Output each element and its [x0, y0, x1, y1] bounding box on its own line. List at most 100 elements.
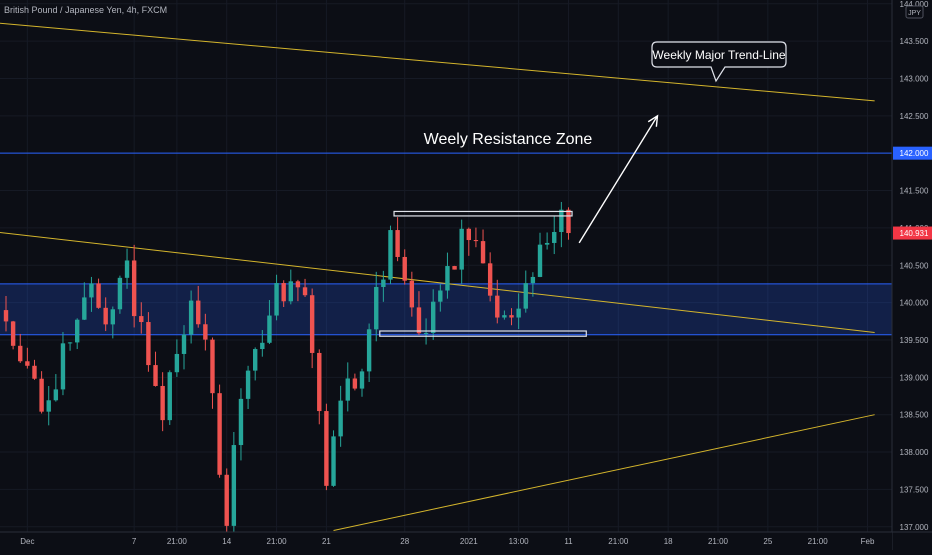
- price-tick-label: 142.500: [900, 112, 929, 121]
- candle-body: [224, 474, 229, 526]
- candle-body: [395, 230, 400, 257]
- time-tick-label: 11: [564, 537, 573, 546]
- candle-body: [60, 343, 66, 390]
- price-axis-background: [892, 0, 932, 550]
- price-tick-label: 137.500: [900, 485, 929, 494]
- time-tick-label: 21:00: [708, 537, 729, 546]
- candle-body: [516, 308, 521, 318]
- candle-body: [466, 228, 471, 241]
- symbol-title: British Pound / Japanese Yen, 4h, FXCM: [4, 5, 167, 15]
- candle-body: [18, 345, 23, 362]
- candle-body: [473, 240, 479, 242]
- candle-body: [139, 316, 144, 323]
- level-price-tag-text: 142.000: [900, 149, 929, 158]
- candle-body: [352, 378, 358, 389]
- candle-body: [25, 361, 30, 366]
- candle-body: [502, 315, 507, 318]
- arrow-shaft: [578, 115, 659, 244]
- candle-body: [295, 281, 301, 288]
- candle-body: [423, 332, 429, 334]
- arrow-head: [647, 114, 659, 127]
- candle-body: [338, 400, 343, 437]
- candle-body: [82, 297, 87, 320]
- candle-body: [559, 209, 564, 233]
- price-tick-label: 141.500: [900, 187, 929, 196]
- time-tick-label: 18: [664, 537, 673, 546]
- candle-body: [217, 393, 222, 475]
- price-tick-label: 140.500: [900, 261, 929, 270]
- candle-body: [452, 266, 457, 270]
- candle-body: [245, 370, 251, 399]
- candle-body: [431, 301, 436, 333]
- candle-body: [181, 334, 187, 354]
- candle-body: [552, 232, 557, 243]
- time-axis-background: [0, 532, 892, 550]
- candle-body: [46, 400, 51, 412]
- projection-arrow[interactable]: [578, 114, 659, 244]
- level-price-tag: 142.000: [893, 146, 932, 160]
- candle-body: [374, 286, 379, 330]
- trend-line: [333, 414, 875, 531]
- level-price-tag-bg: [893, 146, 932, 160]
- currency-badge: JPY: [905, 5, 924, 19]
- candle-body: [53, 389, 59, 401]
- time-tick-label: Dec: [20, 537, 34, 546]
- candle-body: [381, 279, 386, 287]
- trend-line: [0, 232, 875, 333]
- candle-body: [359, 371, 365, 389]
- time-tick-label: Feb: [861, 537, 875, 546]
- candle-body: [366, 329, 372, 372]
- candle-body: [445, 266, 450, 291]
- candle-body: [487, 263, 493, 296]
- current-price-tag-bg: [893, 226, 932, 240]
- candle-body: [324, 411, 329, 486]
- candle-body: [10, 321, 16, 346]
- time-axis[interactable]: Dec 7 21:00 14 21:00 21 28 2021 13:00 11 21:00 18 21…: [0, 531, 932, 550]
- drawing-lines[interactable]: [0, 22, 892, 531]
- price-tick-label: 139.000: [900, 373, 929, 382]
- candle-body: [523, 283, 528, 309]
- current-price-tag-text: 140.931: [900, 229, 929, 238]
- time-tick-label: 2021: [460, 537, 478, 546]
- price-tick-label: 144.000: [900, 0, 929, 9]
- currency-label: JPY: [908, 10, 921, 17]
- price-tick-label: 143.000: [900, 74, 929, 83]
- candle-body: [124, 260, 130, 278]
- price-tick-label: 137.000: [900, 523, 929, 532]
- candle-body: [544, 242, 550, 245]
- candle-body: [117, 277, 123, 310]
- candle-body: [253, 349, 258, 371]
- callout-bubble: [651, 41, 787, 83]
- candle-body: [131, 260, 137, 317]
- trend-line-callout[interactable]: Weekly Major Trend-Line: [651, 41, 787, 83]
- candle-body: [39, 378, 44, 412]
- candle-body: [110, 309, 115, 325]
- candle-body: [260, 342, 265, 350]
- price-axis[interactable]: 137.000 137.500 138.000 138.500 139.000 139.5…: [891, 0, 932, 550]
- candle-body: [530, 276, 536, 284]
- candle-body: [409, 280, 415, 308]
- candle-body: [146, 322, 151, 366]
- candle-body: [3, 310, 9, 322]
- candle-body: [96, 283, 101, 308]
- candle-body: [509, 315, 514, 318]
- candle-body: [274, 283, 279, 316]
- candle-body: [288, 281, 293, 302]
- candle-body: [188, 300, 194, 335]
- candle-body: [153, 365, 158, 386]
- candle-body: [103, 307, 108, 325]
- time-tick-label: 21:00: [267, 537, 288, 546]
- current-price-tag: 140.931: [893, 226, 932, 240]
- resistance-zone-title[interactable]: Weely Resistance Zone: [424, 131, 593, 148]
- price-tick-label: 143.500: [900, 37, 929, 46]
- time-tick-labels: Dec 7 21:00 14 21:00 21 28 2021 13:00 11 21:00 18 21…: [20, 537, 875, 546]
- candle-body: [402, 256, 407, 281]
- price-tick-label: 138.500: [900, 411, 929, 420]
- candle-body: [416, 307, 422, 334]
- candle-body: [174, 353, 180, 373]
- time-tick-label: 13:00: [509, 537, 530, 546]
- range-rectangles[interactable]: [379, 210, 587, 337]
- candle-body: [317, 352, 322, 412]
